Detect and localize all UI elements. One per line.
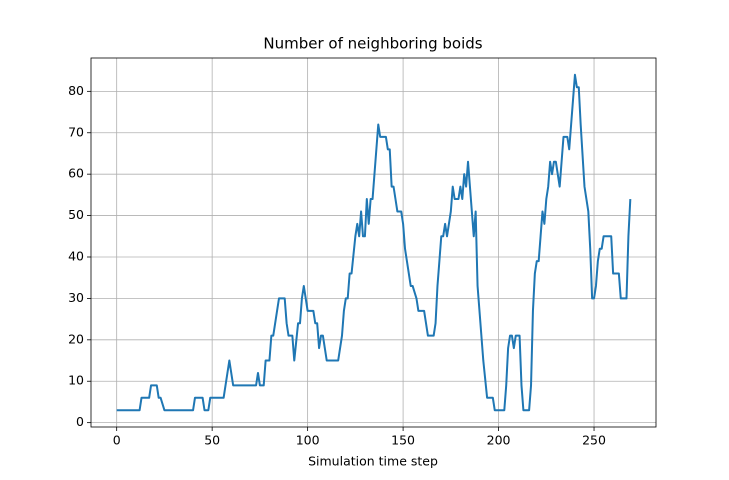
y-tick-label: 40 bbox=[68, 248, 84, 263]
x-axis-label: Simulation time step bbox=[308, 454, 438, 469]
y-tick-label: 0 bbox=[76, 414, 84, 429]
y-tick-label: 70 bbox=[68, 124, 84, 139]
y-tick-label: 60 bbox=[68, 166, 84, 181]
chart-title: Number of neighboring boids bbox=[263, 35, 482, 53]
y-tick-label: 30 bbox=[68, 290, 84, 305]
plot-frame bbox=[90, 57, 657, 428]
y-tick-label: 10 bbox=[68, 373, 84, 388]
y-tick-label: 50 bbox=[68, 207, 84, 222]
x-tick-label: 0 bbox=[113, 433, 121, 448]
x-tick-label: 250 bbox=[582, 433, 606, 448]
x-tick-label: 100 bbox=[296, 433, 320, 448]
x-tick-label: 50 bbox=[204, 433, 220, 448]
y-tick-label: 80 bbox=[68, 83, 84, 98]
x-tick-label: 200 bbox=[487, 433, 511, 448]
y-tick-label: 20 bbox=[68, 331, 84, 346]
x-tick-label: 150 bbox=[391, 433, 415, 448]
data-line bbox=[116, 73, 632, 412]
